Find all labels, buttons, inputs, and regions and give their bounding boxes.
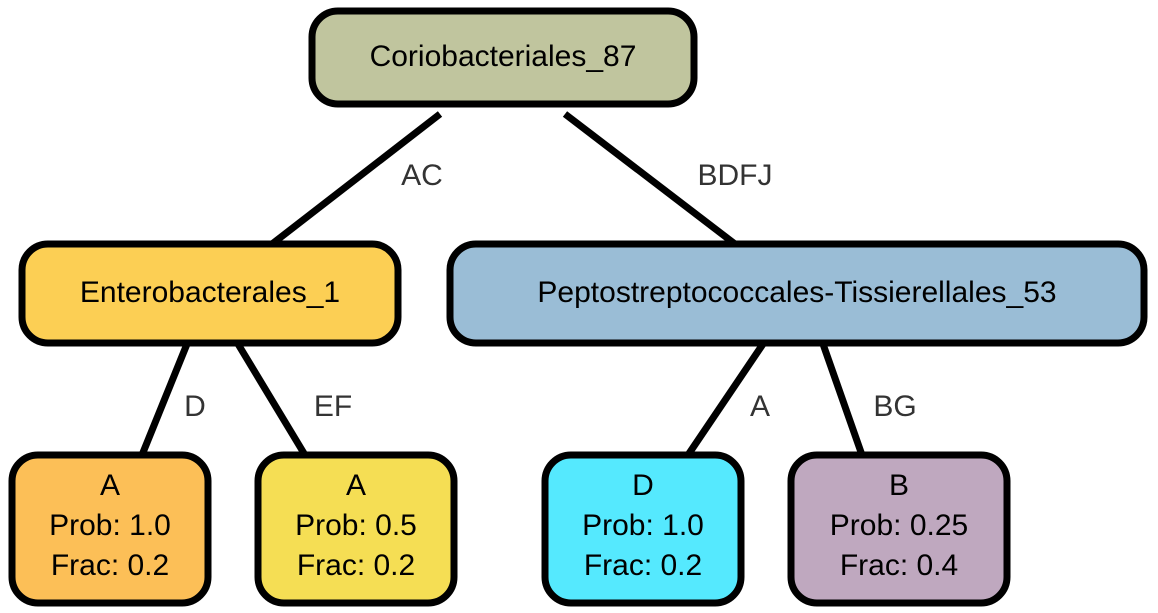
leaf-node-3-box xyxy=(541,451,745,607)
node-root-box xyxy=(308,7,698,108)
node-root: Coriobacteriales_87 xyxy=(308,7,698,108)
leaf-node-2-box xyxy=(254,451,458,607)
edge-label-ac: AC xyxy=(401,159,443,192)
leaf-node-4-box xyxy=(787,451,1011,607)
leaf-node-4-prob: Prob: 0.25 xyxy=(830,509,968,542)
leaf-node-4-frac: Frac: 0.4 xyxy=(840,549,958,582)
leaf-node-1-title: A xyxy=(100,469,120,502)
edge-label-a: A xyxy=(750,390,770,423)
node-peptostreptococcales-label: Peptostreptococcales-Tissierellales_53 xyxy=(537,276,1056,309)
leaf-node-1: A Prob: 1.0 Frac: 0.2 xyxy=(8,451,212,607)
edge-enterobacterales-to-leaf-2 xyxy=(235,342,308,457)
leaf-node-4: B Prob: 0.25 Frac: 0.4 xyxy=(787,451,1011,607)
leaf-node-3-frac: Frac: 0.2 xyxy=(584,549,702,582)
leaf-node-1-box xyxy=(8,451,212,607)
edge-root-to-peptostreptococcales xyxy=(562,111,738,247)
node-root-label: Coriobacteriales_87 xyxy=(370,40,637,73)
edge-label-bdfj: BDFJ xyxy=(698,159,773,192)
leaf-node-2-frac: Frac: 0.2 xyxy=(297,549,415,582)
leaf-node-2-prob: Prob: 0.5 xyxy=(295,509,417,542)
edge-enterobacterales-to-leaf-1 xyxy=(138,342,191,457)
leaf-node-3: D Prob: 1.0 Frac: 0.2 xyxy=(541,451,745,607)
node-peptostreptococcales: Peptostreptococcales-Tissierellales_53 xyxy=(446,240,1148,347)
leaf-node-3-title: D xyxy=(632,469,654,502)
leaf-node-2-title: A xyxy=(346,469,366,502)
node-enterobacterales: Enterobacterales_1 xyxy=(18,240,402,347)
leaf-node-2: A Prob: 0.5 Frac: 0.2 xyxy=(254,451,458,607)
edge-peptostreptococcales-to-leaf-3 xyxy=(685,342,766,457)
leaf-node-1-prob: Prob: 1.0 xyxy=(49,509,171,542)
leaf-node-1-frac: Frac: 0.2 xyxy=(51,549,169,582)
node-enterobacterales-box xyxy=(18,240,402,347)
edge-label-d: D xyxy=(184,390,206,423)
edge-label-ef: EF xyxy=(314,390,352,423)
leaf-node-3-prob: Prob: 1.0 xyxy=(582,509,704,542)
node-enterobacterales-label: Enterobacterales_1 xyxy=(80,276,340,309)
edge-root-to-enterobacterales xyxy=(269,111,443,247)
leaf-node-4-title: B xyxy=(889,469,909,502)
node-peptostreptococcales-box xyxy=(446,240,1148,347)
edge-peptostreptococcales-to-leaf-4 xyxy=(819,342,866,457)
edge-label-bg: BG xyxy=(873,390,916,423)
